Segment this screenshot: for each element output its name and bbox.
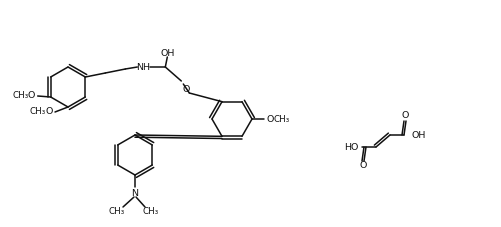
Text: HO: HO [345, 143, 359, 151]
Text: N: N [131, 188, 138, 197]
Text: O: O [45, 108, 53, 116]
Text: O: O [28, 91, 36, 101]
Text: CH₃: CH₃ [30, 108, 46, 116]
Text: NH: NH [136, 62, 150, 72]
Text: O: O [183, 84, 190, 94]
Text: O: O [401, 111, 409, 121]
Text: OH: OH [160, 49, 174, 57]
Text: CH₃: CH₃ [109, 207, 125, 215]
Text: O: O [267, 114, 274, 123]
Text: CH₃: CH₃ [143, 207, 159, 215]
Text: CH₃: CH₃ [274, 114, 290, 123]
Text: O: O [359, 161, 367, 170]
Text: CH₃: CH₃ [13, 91, 29, 101]
Text: OH: OH [412, 131, 426, 140]
